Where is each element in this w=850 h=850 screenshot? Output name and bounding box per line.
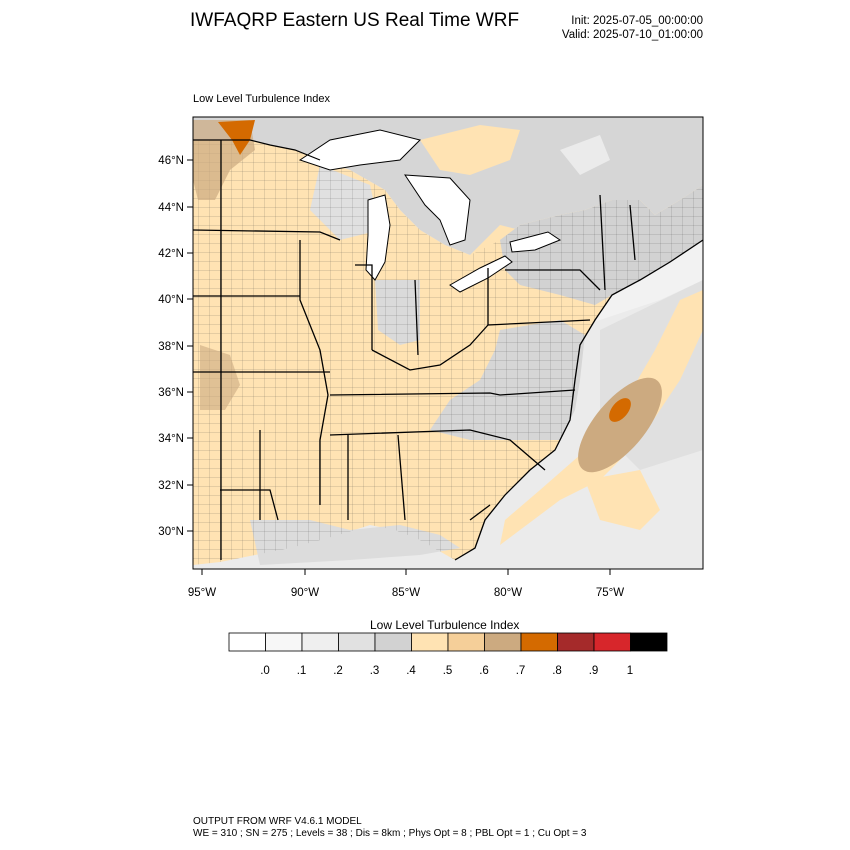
- colorbar-box: [228, 632, 266, 652]
- colorbar-label: .9: [589, 665, 599, 677]
- run-times: Init: 2025-07-05_00:00:00 Valid: 2025-07…: [540, 14, 703, 42]
- colorbar-label: .4: [406, 665, 416, 677]
- model-footer: OUTPUT FROM WRF V4.6.1 MODEL WE = 310 ; …: [193, 816, 586, 840]
- footer-line-1: OUTPUT FROM WRF V4.6.1 MODEL: [193, 816, 362, 827]
- colorbar-box: [593, 632, 631, 652]
- lat-label: 46°N: [158, 155, 184, 167]
- colorbar-label: .7: [516, 665, 526, 677]
- colorbar-label: .3: [370, 665, 380, 677]
- lat-label: 40°N: [158, 294, 184, 306]
- lake-ontario: [509, 231, 562, 253]
- lat-label: 30°N: [158, 526, 184, 538]
- lat-label: 42°N: [158, 248, 184, 260]
- state-boundaries: [193, 140, 636, 560]
- lat-tick-labels: 46°N 44°N 42°N 40°N 38°N 36°N 34°N 32°N …: [158, 155, 184, 538]
- colorbar-tick-labels: .0 .1 .2 .3 .4 .5 .6 .7 .8 .9 1: [260, 665, 633, 677]
- turbulence-max-atlantic: [578, 377, 662, 473]
- lat-label: 32°N: [158, 480, 184, 492]
- colorbar-label: .8: [552, 665, 562, 677]
- colorbar-label: .2: [333, 665, 343, 677]
- turbulence-max-northwest: [218, 120, 255, 155]
- colorbar-label: 1: [627, 665, 633, 677]
- colorbar-box: [557, 632, 595, 652]
- colorbar-label: .5: [443, 665, 453, 677]
- colorbar-box: [520, 632, 558, 652]
- lon-tick-labels: 95°W 90°W 85°W 80°W 75°W: [188, 587, 624, 599]
- lon-label: 85°W: [392, 587, 420, 599]
- lat-label: 44°N: [158, 202, 184, 214]
- lon-tick-marks: [201, 569, 611, 575]
- colorbar-label: .6: [479, 665, 489, 677]
- colorbar-label: .0: [260, 665, 270, 677]
- colorbar-box: [338, 632, 376, 652]
- lon-label: 80°W: [494, 587, 522, 599]
- page-title: IWFAQRP Eastern US Real Time WRF: [190, 10, 520, 31]
- lat-label: 36°N: [158, 387, 184, 399]
- colorbar-box: [484, 632, 522, 652]
- lat-tick-marks: [187, 159, 193, 532]
- map-field: [193, 117, 703, 569]
- map-frame: [192, 116, 704, 570]
- lake-huron: [404, 174, 471, 246]
- lat-label: 34°N: [158, 433, 184, 445]
- colorbar-box: [411, 632, 449, 652]
- colorbar-box: [447, 632, 485, 652]
- colorbar-box: [630, 632, 668, 652]
- lon-label: 90°W: [291, 587, 319, 599]
- field-label: Low Level Turbulence Index: [193, 93, 330, 105]
- colorbar-title: Low Level Turbulence Index: [370, 618, 520, 632]
- lake-superior: [298, 129, 421, 171]
- init-time: Init: 2025-07-05_00:00:00: [571, 15, 703, 27]
- colorbar-box: [265, 632, 303, 652]
- footer-line-2: WE = 310 ; SN = 275 ; Levels = 38 ; Dis …: [193, 828, 587, 839]
- lon-label: 75°W: [596, 587, 624, 599]
- coastline: [454, 239, 703, 561]
- colorbar: [228, 632, 668, 652]
- colorbar-box: [374, 632, 412, 652]
- lat-label: 38°N: [158, 341, 184, 353]
- colorbar-label: .1: [297, 665, 307, 677]
- lon-label: 95°W: [188, 587, 216, 599]
- lake-michigan: [365, 194, 391, 281]
- valid-time: Valid: 2025-07-10_01:00:00: [561, 29, 703, 41]
- colorbar-box: [301, 632, 339, 652]
- lake-erie: [449, 255, 513, 293]
